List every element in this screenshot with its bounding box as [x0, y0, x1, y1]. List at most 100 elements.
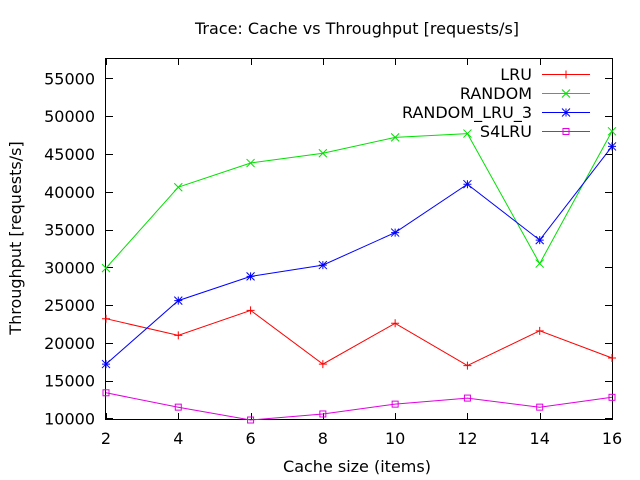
legend-marker: [561, 89, 571, 98]
plus-marker-shape: [463, 361, 472, 370]
plus-marker-shape: [246, 306, 255, 315]
legend-marker: [561, 108, 571, 117]
cross-marker-shape: [318, 148, 328, 158]
square-marker-shape: [247, 416, 255, 424]
data-point: [246, 272, 255, 281]
cross-marker-shape: [173, 182, 183, 192]
x-axis-label: Cache size (items): [283, 457, 431, 476]
square-marker-shape: [102, 389, 110, 397]
data-point: [246, 306, 255, 315]
y-tick-label: 45000: [44, 145, 95, 164]
series-layer: [101, 126, 617, 424]
cross-marker-shape: [101, 263, 111, 273]
x-tick-label: 4: [173, 429, 183, 448]
star-marker-shape: [318, 260, 328, 270]
star-marker-shape: [561, 108, 571, 117]
data-point: [463, 179, 472, 189]
cross-marker-shape: [390, 132, 400, 142]
series-s4lru: [102, 389, 616, 424]
plus-marker-shape: [318, 360, 327, 369]
chart-title: Trace: Cache vs Throughput [requests/s]: [194, 19, 519, 38]
x-tick-label: 12: [457, 429, 477, 448]
data-point: [536, 403, 544, 411]
legend-label: S4LRU: [480, 122, 532, 141]
y-tick-label: 25000: [44, 296, 95, 315]
data-point: [173, 296, 183, 305]
star-marker-shape: [607, 142, 617, 151]
square-marker-shape: [536, 403, 544, 411]
data-point: [607, 126, 617, 136]
y-tick-label: 40000: [44, 183, 95, 202]
cross-marker-shape: [607, 126, 617, 136]
data-point: [246, 158, 255, 168]
data-point: [390, 132, 400, 142]
data-point: [102, 314, 110, 323]
data-point: [101, 263, 111, 273]
y-tick-label: 10000: [44, 409, 95, 428]
legend-label: RANDOM: [460, 84, 532, 103]
plus-marker-shape: [535, 326, 544, 335]
series-line: [105, 309, 613, 367]
plus-marker-shape: [102, 314, 110, 323]
data-point: [535, 235, 545, 245]
square-marker-shape: [562, 128, 570, 135]
x-tick-label: 8: [318, 429, 328, 448]
data-point: [463, 394, 471, 402]
x-tick-label: 10: [385, 429, 405, 448]
square-marker-shape: [463, 394, 471, 402]
data-point: [318, 148, 328, 158]
data-point: [319, 410, 327, 418]
y-tick-label: 15000: [44, 372, 95, 391]
plot-frame: [105, 58, 613, 420]
cross-marker-shape: [561, 89, 571, 98]
y-tick-label: 35000: [44, 221, 95, 240]
star-marker-shape: [463, 179, 472, 189]
cross-marker-shape: [463, 129, 472, 138]
cross-marker-shape: [246, 158, 255, 168]
star-marker-shape: [246, 272, 255, 281]
data-point: [463, 129, 472, 138]
y-axis-label: Throughput [requests/s]: [6, 141, 25, 335]
data-point: [607, 142, 617, 151]
star-marker-shape: [101, 359, 111, 369]
series-random-lru-3: [101, 142, 617, 369]
data-point: [463, 361, 472, 370]
x-tick-label: 6: [245, 429, 255, 448]
series-random: [101, 126, 617, 273]
series-line: [105, 392, 613, 421]
square-marker-shape: [319, 410, 327, 418]
star-marker-shape: [535, 235, 545, 245]
data-point: [391, 319, 400, 328]
data-point: [102, 389, 110, 397]
data-point: [173, 182, 183, 192]
y-tick-label: 55000: [44, 69, 95, 88]
cross-marker-shape: [535, 259, 545, 268]
data-point: [608, 354, 616, 363]
data-point: [390, 228, 400, 237]
legend-marker: [562, 70, 570, 79]
y-tick-label: 20000: [44, 334, 95, 353]
data-point: [174, 403, 182, 411]
series-line: [105, 131, 613, 269]
plus-marker-shape: [608, 354, 616, 363]
legend-label: RANDOM_LRU_3: [402, 103, 532, 123]
square-marker-shape: [391, 400, 399, 408]
data-point: [318, 360, 327, 369]
x-tick-label: 2: [101, 429, 111, 448]
star-marker-shape: [390, 228, 400, 237]
star-marker-shape: [173, 296, 183, 305]
x-tick-label: 16: [602, 429, 622, 448]
data-point: [247, 416, 255, 424]
data-point: [535, 259, 545, 268]
data-point: [391, 400, 399, 408]
plus-marker-shape: [174, 331, 183, 340]
series-lru: [102, 306, 616, 370]
data-point: [101, 359, 111, 369]
legend-label: LRU: [500, 65, 532, 84]
plus-marker-shape: [391, 319, 400, 328]
data-point: [608, 393, 616, 401]
x-tick-label: 14: [530, 429, 550, 448]
plus-marker-shape: [562, 70, 570, 79]
